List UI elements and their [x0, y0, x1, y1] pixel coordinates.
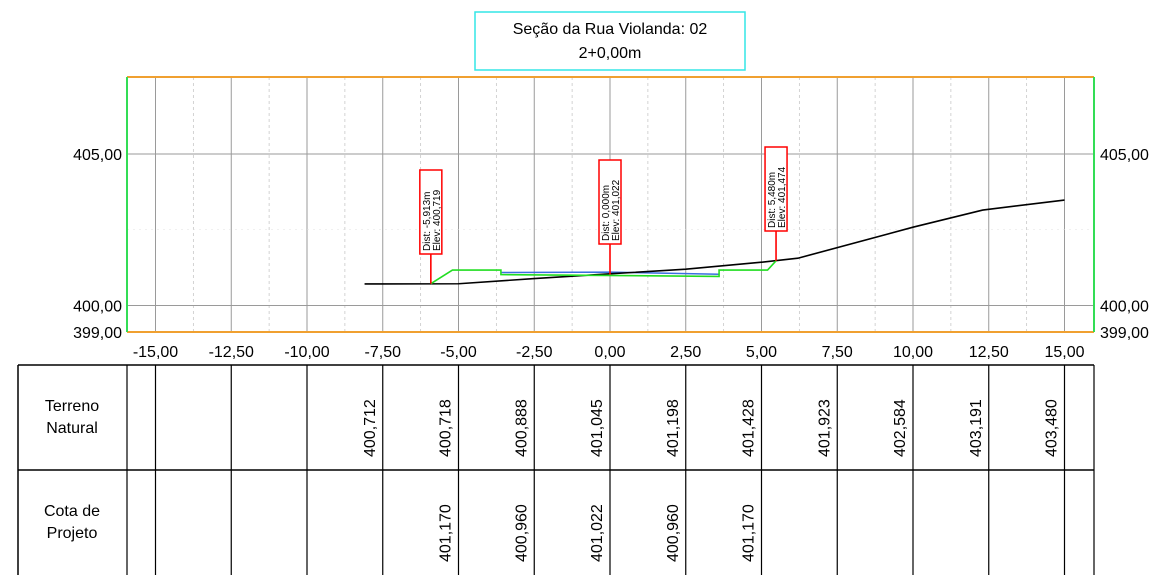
x-tick-label: 10,00: [893, 344, 933, 361]
annotations: Dist: -5,913m Elev: 400,719 Dist: 0,000m El…: [419, 146, 788, 284]
callout-elevation: Elev: 400,719: [432, 189, 443, 251]
table-cell-value: 403,191: [968, 399, 985, 457]
table-cell-value: 400,960: [513, 504, 530, 562]
table-cell-value: 401,170: [741, 504, 758, 562]
callout-box: [419, 169, 443, 255]
callout-distance: Dist: 0,000m: [601, 185, 612, 241]
callout-box: [764, 146, 788, 232]
elevation-callout: Dist: -5,913m Elev: 400,719: [419, 169, 443, 284]
table-cell-value: 401,198: [665, 399, 682, 457]
callout-elevation: Elev: 401,022: [611, 179, 622, 241]
table-cell-value: 400,888: [513, 399, 530, 457]
x-tick-label: 7,50: [822, 344, 853, 361]
x-tick-label: -7,50: [365, 344, 402, 361]
table-row-label: Terreno: [45, 398, 99, 415]
y-tick-label-left: 405,00: [73, 147, 122, 164]
x-tick-label: 5,00: [746, 344, 777, 361]
title-line-1: Seção da Rua Violanda: 02: [513, 21, 708, 38]
callout-box: [598, 159, 622, 245]
x-tick-label: -15,00: [133, 344, 178, 361]
table-row-label: Cota de: [44, 503, 100, 520]
title-box: Seção da Rua Violanda: 02 2+0,00m: [474, 11, 746, 71]
x-tick-label: 12,50: [969, 344, 1009, 361]
x-tick-label: -5,00: [440, 344, 477, 361]
elevation-callout: Dist: 5,480m Elev: 401,474: [764, 146, 788, 261]
profile-lines: [364, 199, 1065, 285]
title-line-2: 2+0,00m: [579, 45, 642, 62]
table-cell-value: 401,045: [589, 399, 606, 457]
callout-distance: Dist: -5,913m: [422, 192, 433, 251]
y-tick-label-right: 399,00: [1100, 325, 1149, 342]
x-tick-label: -10,00: [284, 344, 329, 361]
x-tick-label: 15,00: [1044, 344, 1084, 361]
table-cell-value: 401,428: [741, 399, 758, 457]
y-tick-label-right: 400,00: [1100, 299, 1149, 316]
x-tick-label: -12,50: [209, 344, 254, 361]
y-tick-label-left: 399,00: [73, 325, 122, 342]
x-tick-label: 2,50: [670, 344, 701, 361]
table-cell-value: 402,584: [892, 399, 909, 457]
axis-labels: -15,00 -12,50 -10,00 -7,50 -5,00 -2,50 0,00 2,5…: [73, 147, 1149, 361]
project-line: [430, 260, 777, 285]
terrain-line: [364, 199, 1065, 285]
table-cell-value: 400,712: [362, 399, 379, 457]
y-tick-label-left: 400,00: [73, 299, 122, 316]
y-tick-label-right: 405,00: [1100, 147, 1149, 164]
table-cell-value: 403,480: [1044, 399, 1061, 457]
data-table: Terreno Natural 400,712 400,718 400,888 401,0…: [17, 364, 1095, 575]
plot-frame: [126, 76, 1095, 333]
table-cell-value: 400,960: [665, 504, 682, 562]
title-frame: [474, 11, 746, 71]
table-cell-value: 401,022: [589, 504, 606, 562]
x-tick-label: 0,00: [594, 344, 625, 361]
table-row-label: Projeto: [47, 525, 98, 542]
table-row-label: Natural: [46, 420, 98, 437]
x-tick-label: -2,50: [516, 344, 553, 361]
table-cell-value: 400,718: [438, 399, 455, 457]
callout-elevation: Elev: 401,474: [777, 166, 788, 228]
callout-distance: Dist: 5,480m: [767, 172, 778, 228]
elevation-callout: Dist: 0,000m Elev: 401,022: [598, 159, 622, 275]
table-cell-value: 401,170: [438, 504, 455, 562]
table-cell-value: 401,923: [816, 399, 833, 457]
